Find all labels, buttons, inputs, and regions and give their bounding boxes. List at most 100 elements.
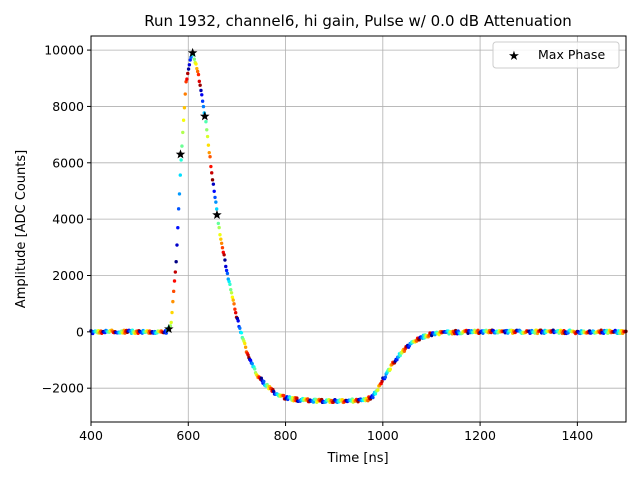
data-point [618,331,622,336]
data-point [311,400,316,404]
data-point [230,295,235,299]
data-point [224,268,229,273]
data-point [376,388,380,392]
y-tick-label: −2000 [42,381,84,396]
data-point [236,319,240,323]
data-point [194,62,198,66]
data-point [371,395,375,400]
x-tick-label: 400 [79,428,103,443]
x-axis-label: Time [ns] [326,451,388,466]
data-point [281,393,286,398]
data-point [201,104,206,109]
data-point [233,311,238,315]
data-point [181,130,185,135]
max-phase-markers [164,47,222,334]
data-point [172,279,177,283]
data-point [373,392,378,396]
data-point [186,67,191,71]
data-point [179,158,183,162]
data-point [238,326,242,330]
max-phase-star [164,324,174,334]
data-point [218,233,222,237]
y-axis-ticks: −2000 0 2000 4000 6000 8000 10000 [42,43,91,396]
data-point [175,243,179,247]
data-point [173,270,178,274]
data-point [185,77,189,81]
data-point [169,320,173,325]
data-point [198,83,202,87]
data-point [295,396,299,400]
data-point [229,287,233,292]
data-point [206,143,211,147]
data-point [212,189,216,193]
data-point [398,353,402,358]
data-point [210,178,215,182]
data-point [239,331,244,335]
data-point [231,298,235,302]
grid-lines [90,36,626,422]
data-point [188,58,192,62]
data-point [476,328,480,333]
x-tick-label: 800 [274,428,298,443]
max-phase-star [212,209,222,219]
y-tick-label: 2000 [52,268,84,283]
data-point [171,289,176,294]
data-point [187,63,192,67]
max-phase-star [200,111,210,121]
legend-label-max-phase: Max Phase [538,47,605,62]
y-axis-label: Amplitude [ADC Counts] [14,150,29,308]
y-tick-label: 8000 [52,99,84,114]
data-point [180,144,184,148]
data-point [208,154,212,159]
data-point [183,92,187,96]
data-point [219,237,223,241]
data-point [196,72,201,77]
data-point [216,221,221,226]
y-tick-label: 4000 [52,212,84,227]
data-point [178,173,182,177]
x-tick-label: 1400 [561,428,593,443]
data-point [214,200,218,204]
data-point [192,57,197,61]
data-point [223,258,227,262]
data-point [219,241,224,245]
data-point [383,375,388,379]
y-tick-label: 10000 [44,43,84,58]
data-point [250,361,254,366]
data-point [177,192,182,196]
data-point [225,271,230,276]
data-point [209,164,213,169]
scatter-points [89,52,628,405]
data-point [204,119,208,124]
data-point [170,310,174,315]
data-point [176,226,180,230]
data-point [174,260,178,264]
data-point [229,291,234,295]
data-point [197,79,202,84]
data-point [184,80,188,84]
data-point [220,246,225,250]
data-point [207,150,211,155]
legend-box [492,41,620,69]
max-phase-star [187,47,198,57]
data-point [340,398,345,402]
data-point [181,118,186,122]
data-point [227,279,231,284]
data-point [233,307,237,311]
data-point [228,282,232,287]
data-point [210,171,214,175]
data-point [195,69,200,74]
data-point [243,341,247,346]
data-point [291,395,295,400]
x-tick-label: 1000 [367,428,399,443]
data-point [171,299,175,304]
y-tick-label: 0 [76,324,84,339]
legend: ★ Max Phase [492,41,620,69]
data-point [195,66,199,71]
x-tick-label: 600 [176,428,200,443]
x-axis-ticks: 400 600 800 1000 1200 1400 [79,422,593,443]
data-point [262,379,266,384]
max-phase-star [175,149,186,159]
data-point [388,367,393,371]
data-point [243,345,248,349]
